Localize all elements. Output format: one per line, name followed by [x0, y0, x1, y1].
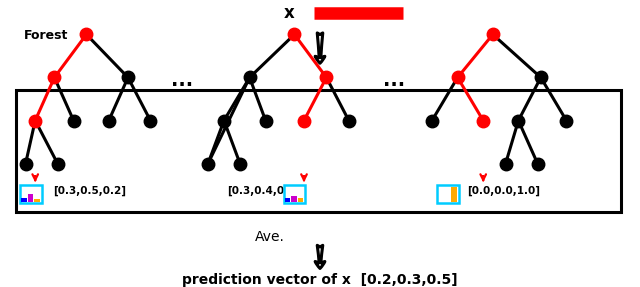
Bar [34, 199, 40, 202]
Bar [285, 197, 291, 202]
Text: [0.3,0.4,0.3]: [0.3,0.4,0.3] [227, 186, 300, 196]
Text: ...: ... [172, 71, 193, 90]
Bar [298, 197, 303, 202]
Bar [451, 187, 457, 202]
FancyBboxPatch shape [16, 90, 621, 212]
Bar [291, 196, 297, 202]
FancyBboxPatch shape [284, 185, 305, 203]
FancyBboxPatch shape [20, 185, 42, 203]
Text: [0.3,0.5,0.2]: [0.3,0.5,0.2] [53, 186, 126, 196]
Bar [21, 197, 27, 202]
Text: Forest: Forest [24, 29, 68, 42]
Text: Ave.: Ave. [255, 230, 285, 244]
Text: ...: ... [383, 71, 404, 90]
Text: prediction vector of x  [0.2,0.3,0.5]: prediction vector of x [0.2,0.3,0.5] [182, 273, 458, 287]
Text: x: x [284, 4, 294, 22]
Bar [28, 195, 33, 202]
Text: [0.0,0.0,1.0]: [0.0,0.0,1.0] [467, 186, 540, 196]
FancyBboxPatch shape [437, 185, 459, 203]
